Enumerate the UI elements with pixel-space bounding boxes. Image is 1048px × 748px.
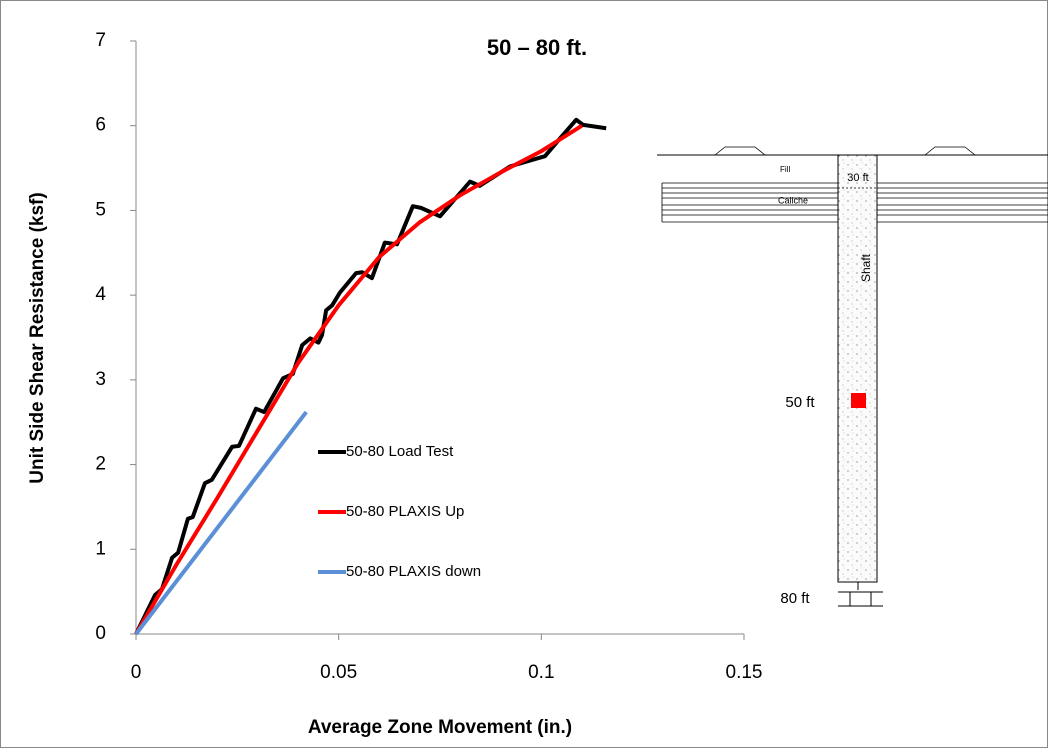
legend-label: 50-80 PLAXIS down: [346, 563, 481, 580]
y-tick-label: 0: [95, 623, 106, 644]
series-line: [134, 124, 583, 636]
annotation: 50 ft: [785, 394, 815, 411]
legend-label: 50-80 PLAXIS Up: [346, 503, 464, 520]
annotation: Shaft: [859, 253, 873, 282]
y-tick-label: 6: [95, 115, 106, 136]
inset-diagram: [657, 146, 1048, 607]
x-tick-label: 0.15: [726, 662, 763, 683]
y-tick-label: 7: [95, 30, 106, 51]
annotation: Fill: [780, 165, 790, 174]
y-tick-label: 4: [95, 284, 106, 305]
y-tick-label: 5: [95, 199, 106, 220]
y-tick-label: 2: [95, 454, 106, 475]
y-tick-label: 1: [95, 538, 106, 559]
x-tick-label: 0: [131, 662, 142, 683]
annotation: 80 ft: [780, 590, 810, 607]
annotation: Caliche: [778, 195, 808, 205]
x-tick-label: 0.1: [528, 662, 554, 683]
x-axis-label: Average Zone Movement (in.): [308, 717, 572, 738]
series-line: [134, 410, 308, 636]
chart-title: 50 – 80 ft.: [487, 35, 587, 60]
x-tick-label: 0.05: [320, 662, 357, 683]
legend-label: 50-80 Load Test: [346, 443, 454, 460]
y-tick-label: 3: [95, 369, 106, 390]
y-axis-label: Unit Side Shear Resistance (ksf): [27, 192, 48, 483]
annotation: 30 ft: [847, 172, 868, 184]
